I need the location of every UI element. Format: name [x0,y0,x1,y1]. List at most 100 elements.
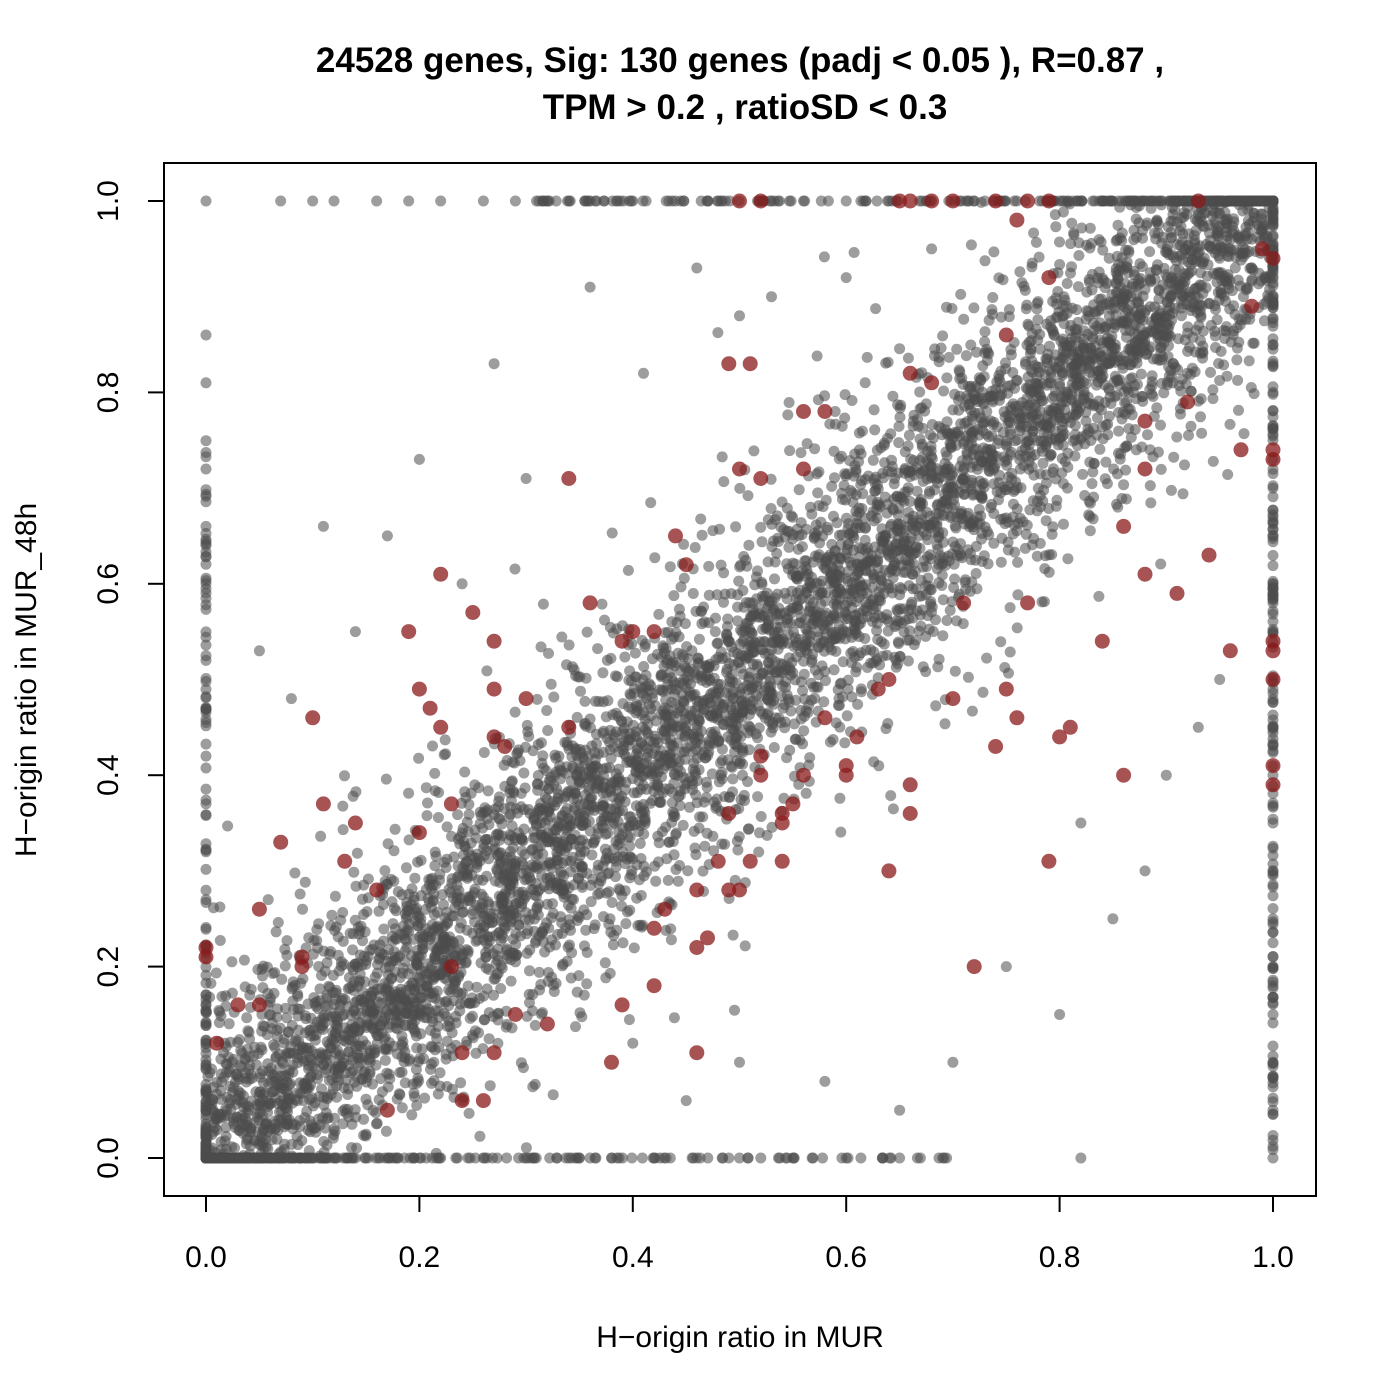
gene-point [988,246,1000,258]
gene-point [478,990,490,1002]
gene-point [624,688,636,700]
gene-point [366,989,378,1001]
gene-point [498,759,510,771]
points-layer [200,195,1279,1164]
gene-point [357,1035,369,1047]
gene-point [1191,242,1203,254]
gene-point [786,656,798,668]
gene-point [297,903,308,915]
gene-point [1165,484,1177,496]
gene-point [927,432,939,444]
gene-point [804,752,816,764]
gene-point [606,897,618,908]
gene-point [960,584,972,595]
gene-point [597,696,609,708]
gene-point [738,789,750,801]
gene-point [766,821,778,833]
gene-point [809,443,821,455]
gene-point [1185,420,1197,432]
gene-point [795,447,807,459]
gene-point [299,1112,311,1124]
gene-point [910,547,922,559]
gene-point [574,774,585,786]
gene-point [1127,319,1139,331]
gene-point [608,930,620,941]
gene-point [991,486,1003,498]
gene-point [1237,291,1249,303]
gene-point [558,836,570,848]
gene-point [409,872,421,884]
gene-point [902,440,914,452]
gene-point [896,617,908,629]
gene-point [949,573,961,585]
gene-point [819,617,831,629]
gene-point [446,1027,458,1039]
gene-point [678,538,690,550]
gene-point [837,656,849,668]
gene-point [1151,216,1162,228]
gene-point [765,473,777,485]
gene-point [724,676,736,688]
gene-point [452,871,463,883]
gene-point [937,594,949,606]
gene-point [1000,438,1012,450]
gene-point [718,596,729,608]
gene-point [645,710,657,722]
gene-point [768,742,780,753]
gene-point [673,603,685,615]
gene-point [455,917,467,929]
gene-point [1077,468,1089,480]
gene-point [241,1043,253,1055]
gene-point [693,633,705,645]
gene-point [1014,463,1026,475]
gene-point [429,767,441,779]
gene-point [788,718,800,730]
gene-point [594,887,606,899]
gene-point [886,582,898,594]
gene-point [1050,221,1062,233]
gene-point [706,768,718,780]
gene-point [397,962,409,974]
gene-point [541,898,553,910]
gene-point [244,989,256,1001]
gene-point [426,960,438,972]
gene-point [901,634,913,646]
gene-point [686,705,698,717]
gene-point [1168,451,1180,463]
gene-point [732,615,743,627]
gene-point [379,865,391,877]
gene-point [1095,236,1107,248]
gene-point [1231,354,1243,366]
gene-point [272,1003,283,1015]
gene-point [853,502,865,514]
gene-point [1246,275,1258,287]
gene-point [548,691,560,703]
gene-point [462,980,474,992]
gene-point [800,787,812,799]
gene-point [378,923,390,935]
gene-point [781,752,793,764]
gene-point [214,1108,226,1120]
gene-point [915,497,927,509]
gene-point [894,411,906,423]
gene-point [748,445,760,457]
gene-point [296,1135,308,1147]
gene-point [1083,509,1095,521]
gene-point [481,870,493,882]
gene-point [311,1069,323,1081]
gene-point [931,517,943,529]
gene-point [636,635,648,646]
gene-point [1180,288,1192,300]
gene-point [1014,512,1026,524]
gene-point [828,664,840,676]
gene-point [996,389,1007,401]
gene-point [1020,356,1032,368]
gene-point [1093,293,1105,305]
gene-point [818,696,830,708]
gene-point [364,1066,376,1078]
gene-point [519,782,531,794]
gene-point [610,768,622,780]
gene-point [334,1049,346,1061]
gene-point [315,1014,327,1026]
gene-point [955,418,967,430]
